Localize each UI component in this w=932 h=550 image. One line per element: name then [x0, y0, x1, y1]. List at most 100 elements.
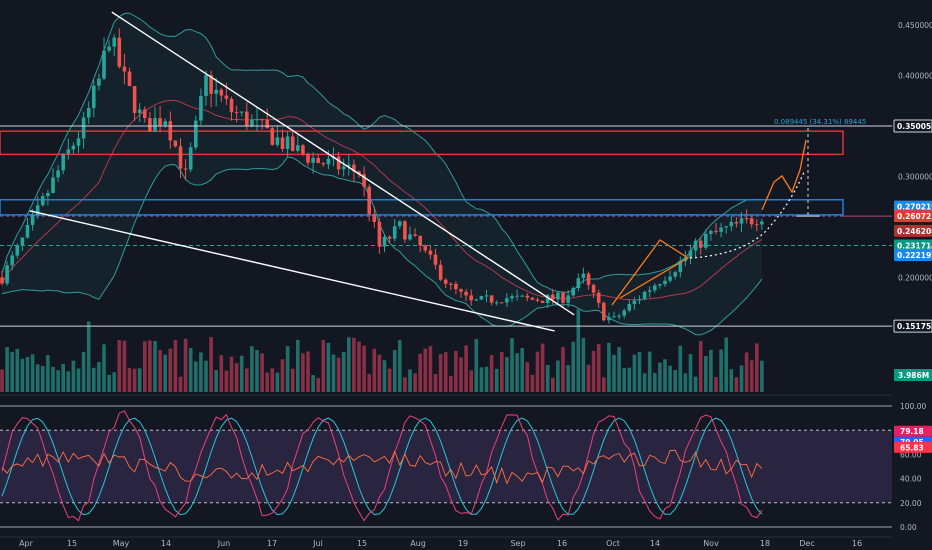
volume-bar — [148, 340, 152, 392]
volume-bar — [693, 376, 698, 392]
volume-bar — [709, 349, 713, 392]
volume-bar — [382, 360, 387, 392]
candle-body — [306, 153, 310, 163]
candle-body — [341, 166, 346, 170]
volume-bar — [326, 342, 331, 392]
wedge-upper-line[interactable] — [111, 11, 575, 316]
volume-bar — [576, 309, 581, 392]
rsi-tag-label: 79.18 — [900, 427, 924, 436]
candle-body — [153, 118, 157, 132]
volume-bar — [46, 355, 50, 392]
candle-body — [367, 186, 371, 215]
candle-body — [15, 245, 20, 256]
volume-bar — [275, 372, 280, 392]
curve-projection — [689, 169, 806, 259]
date-label: 19 — [458, 539, 468, 548]
candle-body — [474, 299, 479, 301]
volume-bar — [602, 377, 606, 392]
bollinger-lower — [1, 156, 763, 336]
candle-body — [71, 145, 76, 150]
stoch-k-line — [1, 410, 763, 522]
candle-body — [143, 109, 147, 119]
projection-path — [761, 139, 807, 211]
candle-body — [132, 85, 137, 113]
volume-bar — [209, 337, 213, 392]
candle-body — [102, 50, 106, 79]
volume-bar — [418, 353, 422, 392]
volume-tag — [894, 369, 932, 381]
candle-body — [275, 137, 280, 145]
volume-bar — [459, 357, 463, 392]
candle-body — [428, 250, 433, 255]
volume-bar — [0, 369, 4, 392]
candle-body — [183, 168, 188, 170]
candle-body — [270, 128, 275, 145]
candle-body — [245, 111, 249, 127]
candle-body — [66, 149, 71, 154]
wedge-lower-line[interactable] — [29, 210, 555, 332]
volume-bar — [25, 356, 30, 392]
volume-bar — [617, 347, 621, 392]
candle-body — [581, 273, 586, 279]
rsi-tag — [894, 441, 932, 453]
volume-bar — [102, 344, 106, 392]
volume-bar — [525, 362, 530, 392]
volume-bar — [520, 348, 524, 392]
volume-bar — [255, 350, 259, 392]
candle-body — [20, 237, 25, 246]
volume-bar — [714, 377, 718, 392]
volume-bar — [362, 345, 366, 392]
candle-body — [459, 289, 463, 292]
candle-body — [535, 299, 540, 301]
candle-body — [336, 156, 341, 170]
volume-bar — [749, 360, 754, 392]
rsi-panel — [0, 405, 892, 528]
volume-bar — [158, 350, 162, 392]
candle-body — [61, 153, 65, 171]
volume-bar — [556, 360, 560, 392]
rsi-tick: 60.00 — [900, 450, 922, 459]
candle-body — [188, 147, 193, 170]
candle-body — [357, 171, 361, 175]
date-label: 16 — [852, 539, 862, 548]
price-tag-label: 0.246208 — [897, 227, 932, 236]
candle-body — [755, 224, 759, 226]
volume-bar — [188, 348, 193, 392]
candle-body — [321, 163, 326, 165]
volume-bar — [341, 352, 346, 392]
candle-body — [438, 264, 443, 280]
candle-body — [545, 294, 550, 304]
volume-bar — [250, 346, 254, 392]
candle-body — [612, 316, 616, 318]
candle-body — [749, 218, 754, 225]
candle-body — [51, 177, 55, 193]
candle-body — [622, 310, 626, 316]
zone-resistance[interactable] — [0, 130, 844, 156]
candle-body — [719, 227, 723, 232]
candle-body — [454, 283, 458, 290]
candle-body — [301, 145, 305, 154]
volume-bar — [571, 341, 575, 392]
rsi-line — [1, 449, 763, 485]
price-axis[interactable]: 0.450000 0.400000 0.300000 0.200000 0.35005 0… — [892, 0, 932, 550]
candle-body — [591, 284, 596, 293]
candle-body — [540, 300, 545, 304]
candle-body — [525, 295, 530, 298]
candle-body — [520, 295, 524, 297]
volume-bar — [653, 372, 657, 392]
price-tag-label: 0.231714 — [897, 241, 932, 250]
candle-body — [239, 111, 244, 113]
candle-body — [290, 136, 295, 151]
candle-body — [194, 120, 198, 148]
candle-body — [148, 118, 152, 132]
date-label: 16 — [557, 539, 567, 548]
candle-body — [510, 296, 514, 299]
volume-bar — [214, 369, 218, 392]
volume-bar — [296, 339, 300, 392]
volume-bar — [81, 351, 86, 392]
time-axis[interactable]: Apr 15 May 14 Jun 17 Jul 15 Aug 19 Sep 16 Oct 14 Nov 18… — [19, 539, 862, 548]
date-label: 14 — [650, 539, 660, 548]
candle-body — [678, 260, 683, 273]
candle-body — [377, 222, 382, 247]
